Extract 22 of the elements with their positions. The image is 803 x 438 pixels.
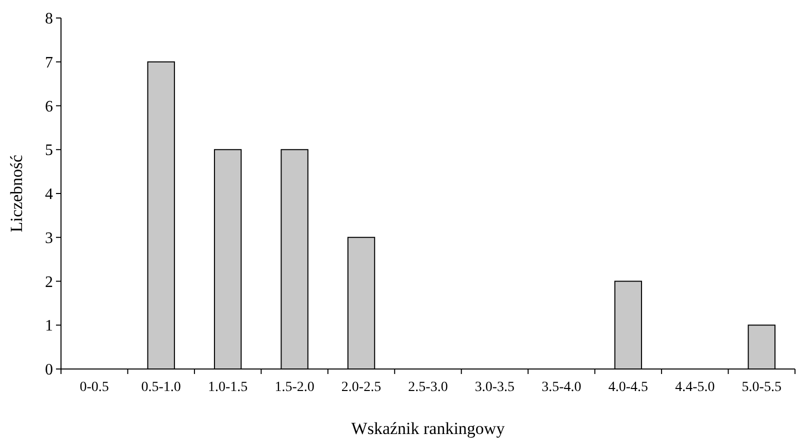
y-axis-title: Liczebność bbox=[7, 154, 26, 232]
y-tick-label: 4 bbox=[45, 186, 53, 204]
x-tick-label: 3.0-3.5 bbox=[474, 380, 515, 395]
x-tick-label: 2.5-3.0 bbox=[408, 380, 448, 395]
x-tick-label: 0-0.5 bbox=[80, 380, 109, 395]
y-tick-label: 3 bbox=[45, 230, 53, 247]
y-tick-label: 1 bbox=[45, 318, 53, 335]
x-axis-title: Wskaźnik rankingowy bbox=[351, 419, 506, 438]
x-tick-label: 0.5-1.0 bbox=[141, 380, 181, 395]
y-tick-label: 0 bbox=[45, 362, 53, 379]
x-tick-label: 5.0-5.5 bbox=[742, 380, 782, 395]
x-tick-label: 3.5-4.0 bbox=[542, 380, 582, 395]
y-tick-label: 2 bbox=[45, 274, 53, 291]
y-tick-label: 5 bbox=[45, 142, 53, 160]
x-tick-label: 1.5-2.0 bbox=[274, 380, 314, 395]
y-tick-label: 8 bbox=[45, 10, 53, 28]
x-tick-label: 1.0-1.5 bbox=[208, 380, 248, 395]
x-tick-label: 4.4-5.0 bbox=[675, 380, 715, 395]
x-tick-label: 2.0-2.5 bbox=[341, 380, 382, 395]
x-tick-label: 4.0-4.5 bbox=[608, 380, 648, 395]
y-tick-label: 7 bbox=[45, 54, 53, 72]
y-tick-label: 6 bbox=[45, 98, 53, 116]
